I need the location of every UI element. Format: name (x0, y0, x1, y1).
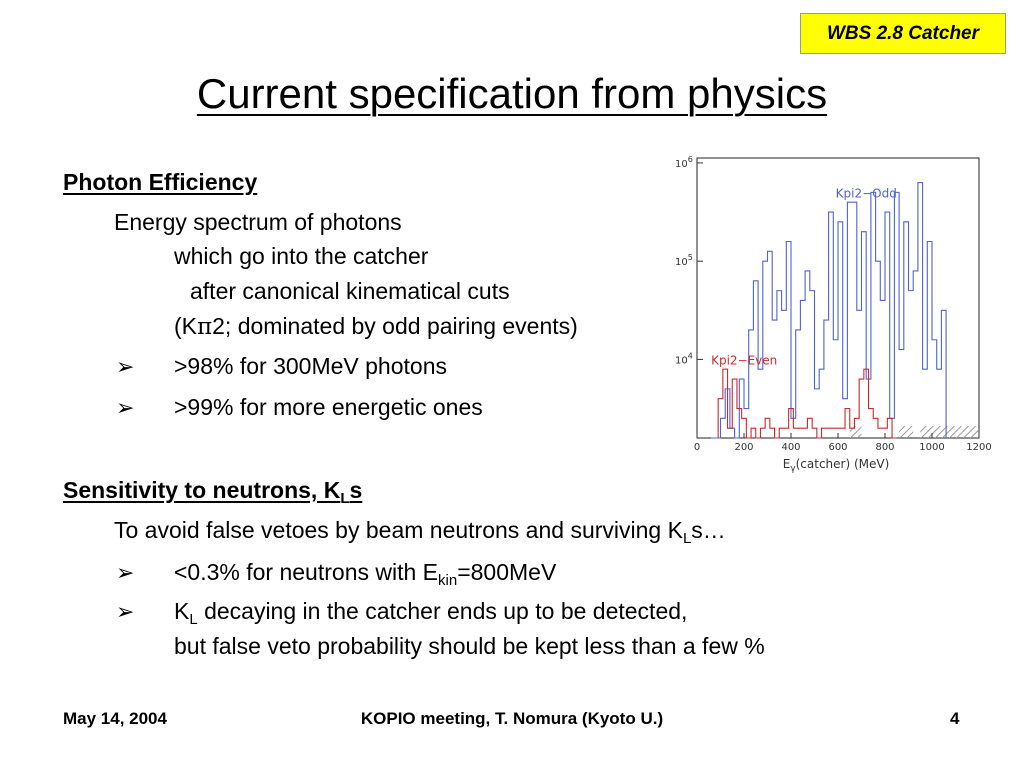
x-tick-label: 400 (781, 442, 800, 453)
x-tick-label: 800 (875, 442, 894, 453)
bullet-arrow-icon: ➢ (116, 599, 135, 624)
slide-title: Current specification from physics (196, 70, 828, 117)
y-tick-label: 104 (675, 351, 693, 366)
bullet1-end: =800MeV (457, 559, 557, 585)
intro-sub: L (682, 530, 692, 547)
x-tick-label: 600 (828, 442, 847, 453)
sensitivity-heading-text: Sensitivity to neutrons, K (63, 477, 341, 503)
footer-date: May 14, 2004 (63, 709, 167, 728)
sensitivity-bullet-2-line-2: but false veto probability should be kep… (174, 633, 765, 659)
x-axis-label: Eγ(catcher) (MeV) (783, 457, 890, 474)
pi-symbol: π (197, 314, 213, 340)
kpi2-rest: 2; dominated by odd pairing events) (212, 313, 578, 339)
x-tick-label: 1200 (966, 442, 991, 453)
bullet2-end: decaying in the catcher ends up to be de… (197, 598, 688, 624)
bullet-arrow-icon: ➢ (116, 395, 135, 420)
sensitivity-heading: Sensitivity to neutrons, KLs (63, 476, 363, 507)
sensitivity-intro: To avoid false vetoes by beam neutrons a… (114, 516, 726, 547)
photon-bullet-1: >98% for 300MeV photons (174, 353, 447, 379)
intro-end: s… (691, 517, 726, 543)
series-line-1 (717, 368, 897, 439)
photon-line-3: after canonical kinematical cuts (190, 278, 510, 304)
sensitivity-heading-end: s (349, 477, 363, 503)
photon-efficiency-heading: Photon Efficiency (63, 169, 258, 195)
y-tick-label: 106 (675, 155, 693, 170)
y-tick-label: 105 (675, 253, 693, 268)
x-tick-label: 0 (694, 442, 700, 453)
bullet2-text: K (174, 598, 190, 624)
hatched-region (920, 426, 979, 438)
series-label-even: Kpi2−Even (711, 353, 777, 367)
page-number: 4 (950, 709, 960, 728)
sensitivity-bullet-2: KL decaying in the catcher ends up to be… (174, 597, 688, 628)
photon-line-4: (Kπ2; dominated by odd pairing events) (174, 312, 578, 341)
sensitivity-heading-sub: L (340, 490, 350, 507)
hatched-region (849, 426, 862, 438)
bullet1-text: <0.3% for neutrons with E (174, 559, 439, 585)
x-tick-label: 1000 (919, 442, 944, 453)
bullet1-sub: kin (438, 572, 458, 589)
bullet2-sub: L (189, 611, 198, 628)
kpi2-k: (K (174, 313, 197, 339)
photon-line-1: Energy spectrum of photons (114, 209, 402, 235)
series-label-odd: Kpi2−Odd (836, 186, 897, 200)
intro-text: To avoid false vetoes by beam neutrons a… (114, 517, 683, 543)
footer-center: KOPIO meeting, T. Nomura (Kyoto U.) (360, 709, 664, 728)
hatched-region (899, 426, 914, 438)
photon-line-2: which go into the catcher (174, 243, 429, 269)
bullet-arrow-icon: ➢ (116, 354, 135, 379)
wbs-tag: WBS 2.8 Catcher (800, 13, 1006, 54)
bullet-arrow-icon: ➢ (116, 560, 135, 585)
sensitivity-bullet-1: <0.3% for neutrons with Ekin=800MeV (174, 558, 557, 589)
series-line-0 (711, 182, 947, 439)
photon-energy-histogram: 0 200 400 600 800 1000 1200 104 105 106 Kpi2−Odd K… (675, 155, 992, 474)
photon-bullet-2: >99% for more energetic ones (174, 394, 483, 420)
x-tick-label: 200 (734, 442, 753, 453)
